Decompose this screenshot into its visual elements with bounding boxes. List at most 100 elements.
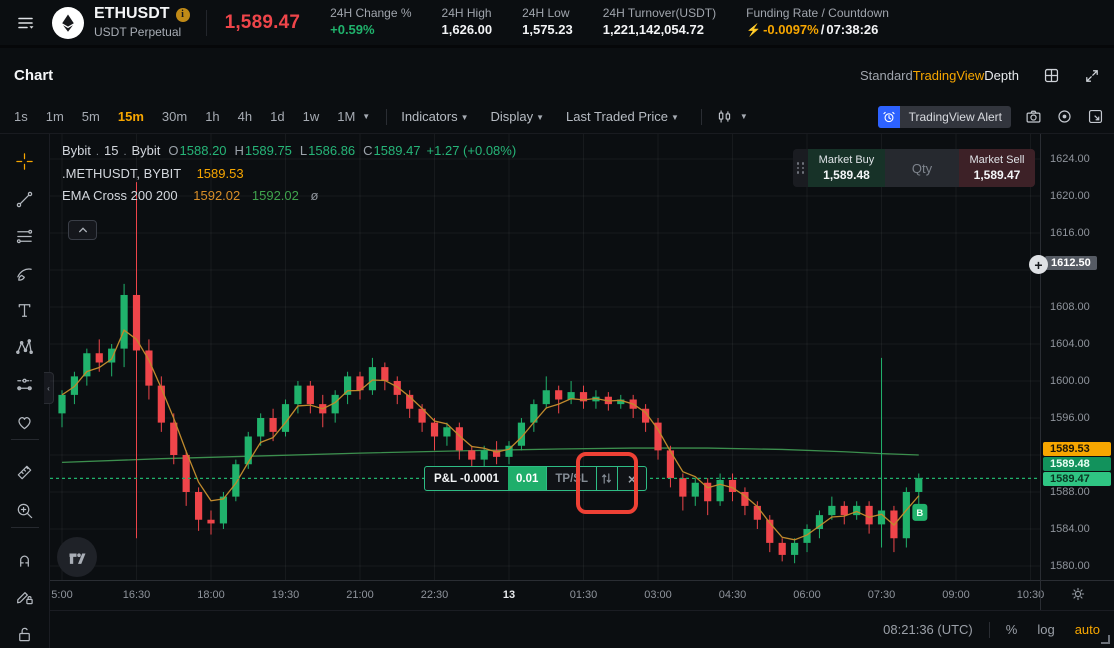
candlestick-chart[interactable]: B [50, 134, 1040, 580]
record-icon[interactable] [1056, 108, 1073, 125]
legend-title-part: 15 [103, 143, 119, 158]
timeframe-1w[interactable]: 1w [302, 109, 320, 124]
time-tick: 01:30 [569, 589, 598, 601]
time-tick: 07:30 [867, 589, 896, 601]
alert-price-label: 1612.50 [1045, 256, 1097, 271]
toolbar-collapse-tab[interactable]: ‹ [44, 372, 54, 404]
candle-style-caret-icon[interactable]: ▼ [739, 112, 748, 121]
tradingview-alert-button[interactable]: TradingView Alert [877, 105, 1011, 128]
add-alert-icon[interactable]: + [1029, 255, 1048, 274]
chart-panel-header: Chart StandardTradingViewDepth [0, 51, 1114, 100]
price-tick: 1596.00 [1050, 412, 1090, 424]
page-title: Chart [14, 67, 54, 84]
timeframe-15m[interactable]: 15m [117, 109, 144, 124]
timeframe-30m[interactable]: 30m [161, 109, 188, 124]
ohlc-value: 1588.20 [179, 143, 227, 158]
xabcd-pattern-icon[interactable] [15, 338, 35, 358]
symbol-type: USDT Perpetual [94, 24, 182, 39]
legend-ema-row: EMA Cross 200 200 1592.02 1592.02 ø [62, 188, 319, 203]
crosshair-icon[interactable] [15, 152, 35, 172]
time-tick: 10:30 [1016, 589, 1045, 601]
favorites-heart-icon[interactable] [15, 413, 35, 433]
timeframe-1d[interactable]: 1d [270, 109, 285, 124]
horizontal-lines-icon[interactable] [15, 227, 35, 247]
divider [11, 439, 39, 440]
info-icon[interactable]: i [175, 7, 190, 22]
pnl-value: P&L -0.0001 [434, 472, 499, 485]
time-tick: 21:00 [346, 589, 374, 601]
divider [988, 621, 990, 638]
market-buy-button[interactable]: Market Buy 1,589.48 [808, 149, 885, 187]
percent-scale-toggle[interactable]: % [1005, 622, 1018, 637]
chart-mode-switcher: StandardTradingViewDepth [860, 67, 1100, 84]
time-axis[interactable]: 5:00 16:30 18:00 19:30 21:00 22:30 13 01:30 03:0… [50, 580, 1044, 610]
draw-lock-icon[interactable] [15, 587, 35, 607]
market-sell-button[interactable]: Market Sell 1,589.47 [959, 149, 1035, 187]
timeframe-1M[interactable]: 1M [337, 109, 356, 124]
price-tick: 1580.00 [1050, 560, 1090, 572]
timeframe-1m[interactable]: 1m [45, 109, 64, 124]
magnet-icon[interactable] [15, 550, 35, 570]
price-tick: 1604.00 [1050, 338, 1090, 350]
mode-standard[interactable]: Standard [859, 68, 913, 83]
price-axis[interactable]: 1624.00 1620.00 1616.00 1608.00 1604.00 1600.… [1040, 134, 1114, 580]
divider [11, 527, 39, 528]
menu-display[interactable]: Display ▼ [490, 109, 545, 124]
ohlc-key: L [299, 143, 308, 158]
menu-indicators[interactable]: Indicators ▼ [401, 109, 469, 124]
mode-depth[interactable]: Depth [984, 68, 1019, 83]
camera-icon[interactable] [1025, 108, 1042, 125]
eth-logo-icon [52, 6, 84, 39]
forecast-icon[interactable] [15, 375, 35, 395]
symbol-name[interactable]: ETHUSDT [94, 5, 170, 23]
chart-legend: Bybit. 15. Bybit O1588.20 H1589.75 L1586.86 C1… [62, 144, 516, 211]
ohlc-key: H [234, 143, 244, 158]
reverse-position-icon[interactable] [595, 467, 617, 490]
legend-collapse-button[interactable] [68, 220, 97, 240]
auto-scale-toggle[interactable]: auto [1074, 622, 1100, 637]
legend-ohlc-row: Bybit. 15. Bybit O1588.20 H1589.75 L1586.86 C1… [62, 144, 516, 158]
menu-last-traded-price[interactable]: Last Traded Price ▼ [566, 109, 679, 124]
close-position-button[interactable]: × [616, 467, 646, 490]
last-price: 1,589.47 [224, 11, 301, 33]
time-tick: 09:00 [942, 589, 970, 601]
pip-icon[interactable] [1087, 108, 1104, 125]
ohlc-key: O [168, 143, 179, 158]
timeframe-5m[interactable]: 5m [81, 109, 100, 124]
lock-all-icon[interactable] [15, 625, 35, 645]
zoom-in-icon[interactable] [15, 501, 35, 521]
time-settings-icon[interactable] [1070, 586, 1086, 605]
svg-text:B: B [916, 508, 923, 519]
chevron-down-icon: ▼ [536, 113, 545, 123]
candle-style-icon[interactable] [716, 108, 733, 125]
legend-index-row: .METHUSDT, BYBIT 1589.53 [62, 166, 244, 181]
ema-visibility-toggle[interactable]: ø [310, 188, 319, 203]
chevron-down-icon: ▼ [670, 113, 679, 123]
text-icon[interactable] [15, 301, 35, 321]
timeframe-4h[interactable]: 4h [237, 109, 253, 124]
timeframe-1s[interactable]: 1s [14, 109, 28, 124]
ruler-icon[interactable] [15, 463, 35, 483]
brush-icon[interactable] [15, 264, 35, 284]
top-stats-bar: ETHUSDT i USDT Perpetual 1,589.47 24H Ch… [0, 0, 1114, 48]
legend-separator: . [123, 146, 127, 158]
legend-title-part: Bybit [62, 143, 91, 158]
timeframe-caret-icon[interactable]: ▼ [362, 112, 371, 121]
hamburger-menu-icon[interactable] [14, 11, 38, 35]
chevron-down-icon: ▼ [460, 113, 469, 123]
mode-tradingview[interactable]: TradingView [912, 68, 985, 83]
ohlc-value: 1586.86 [308, 143, 356, 158]
resize-corner[interactable] [1101, 635, 1110, 644]
tpsl-button[interactable]: TP/SL [546, 467, 596, 490]
trend-line-icon[interactable] [15, 190, 35, 210]
drag-handle[interactable] [793, 149, 808, 187]
drawing-toolbar [0, 134, 50, 648]
time-tick: 18:00 [197, 589, 225, 601]
expand-icon[interactable] [1084, 68, 1100, 84]
timeframe-1h[interactable]: 1h [205, 109, 220, 124]
grid-layout-icon[interactable] [1043, 67, 1060, 84]
clock-utc[interactable]: 08:21:36 (UTC) [883, 622, 973, 637]
log-scale-toggle[interactable]: log [1037, 622, 1055, 637]
qty-input[interactable]: Qty [885, 149, 959, 187]
